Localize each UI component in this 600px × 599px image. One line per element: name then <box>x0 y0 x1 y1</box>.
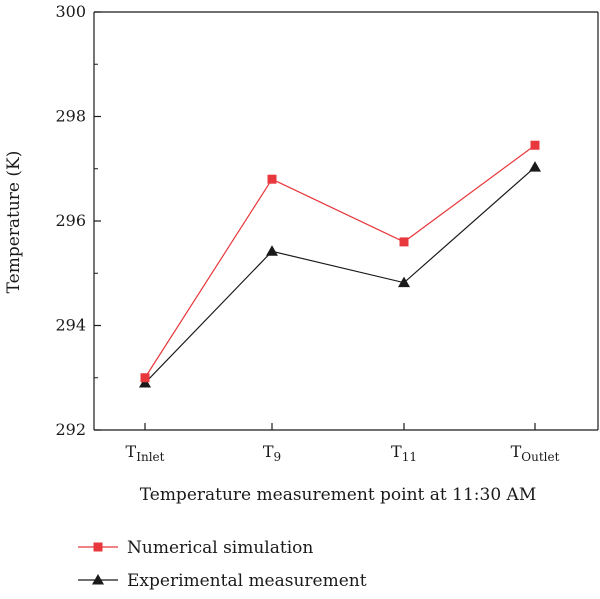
y-tick-label: 300 <box>55 2 86 21</box>
data-point <box>266 245 278 256</box>
axes <box>93 11 599 431</box>
x-tick-label: TInlet <box>126 442 165 464</box>
y-tick-label: 292 <box>55 420 86 439</box>
legend-marker <box>92 574 104 585</box>
legend-marker <box>93 542 103 552</box>
series-line <box>144 166 536 384</box>
y-tick-label: 294 <box>55 316 86 335</box>
y-tick-label: 296 <box>55 211 86 230</box>
data-point <box>140 373 150 383</box>
x-tick-label: T11 <box>391 442 417 464</box>
data-point <box>267 174 277 184</box>
data-point <box>529 161 541 172</box>
legend-label: Experimental measurement <box>127 571 367 591</box>
y-tick-label: 298 <box>55 107 86 126</box>
data-point <box>399 237 409 247</box>
series-markers <box>139 140 541 388</box>
series-lines <box>144 144 536 384</box>
axis-ticks: 292 294 296 298 300 TInlet T9 T11 TOutlet <box>55 2 559 464</box>
legend-label: Numerical simulation <box>127 538 313 558</box>
data-point <box>398 276 410 288</box>
x-tick-label: TOutlet <box>511 442 560 464</box>
x-axis-title: Temperature measurement point at 11:30 A… <box>140 485 537 505</box>
y-axis-title: Temperature (K) <box>4 151 24 294</box>
data-point <box>530 140 540 150</box>
x-tick-label: T9 <box>263 442 281 464</box>
series-line <box>144 144 536 379</box>
legend: Numerical simulation Experimental measure… <box>78 538 367 591</box>
